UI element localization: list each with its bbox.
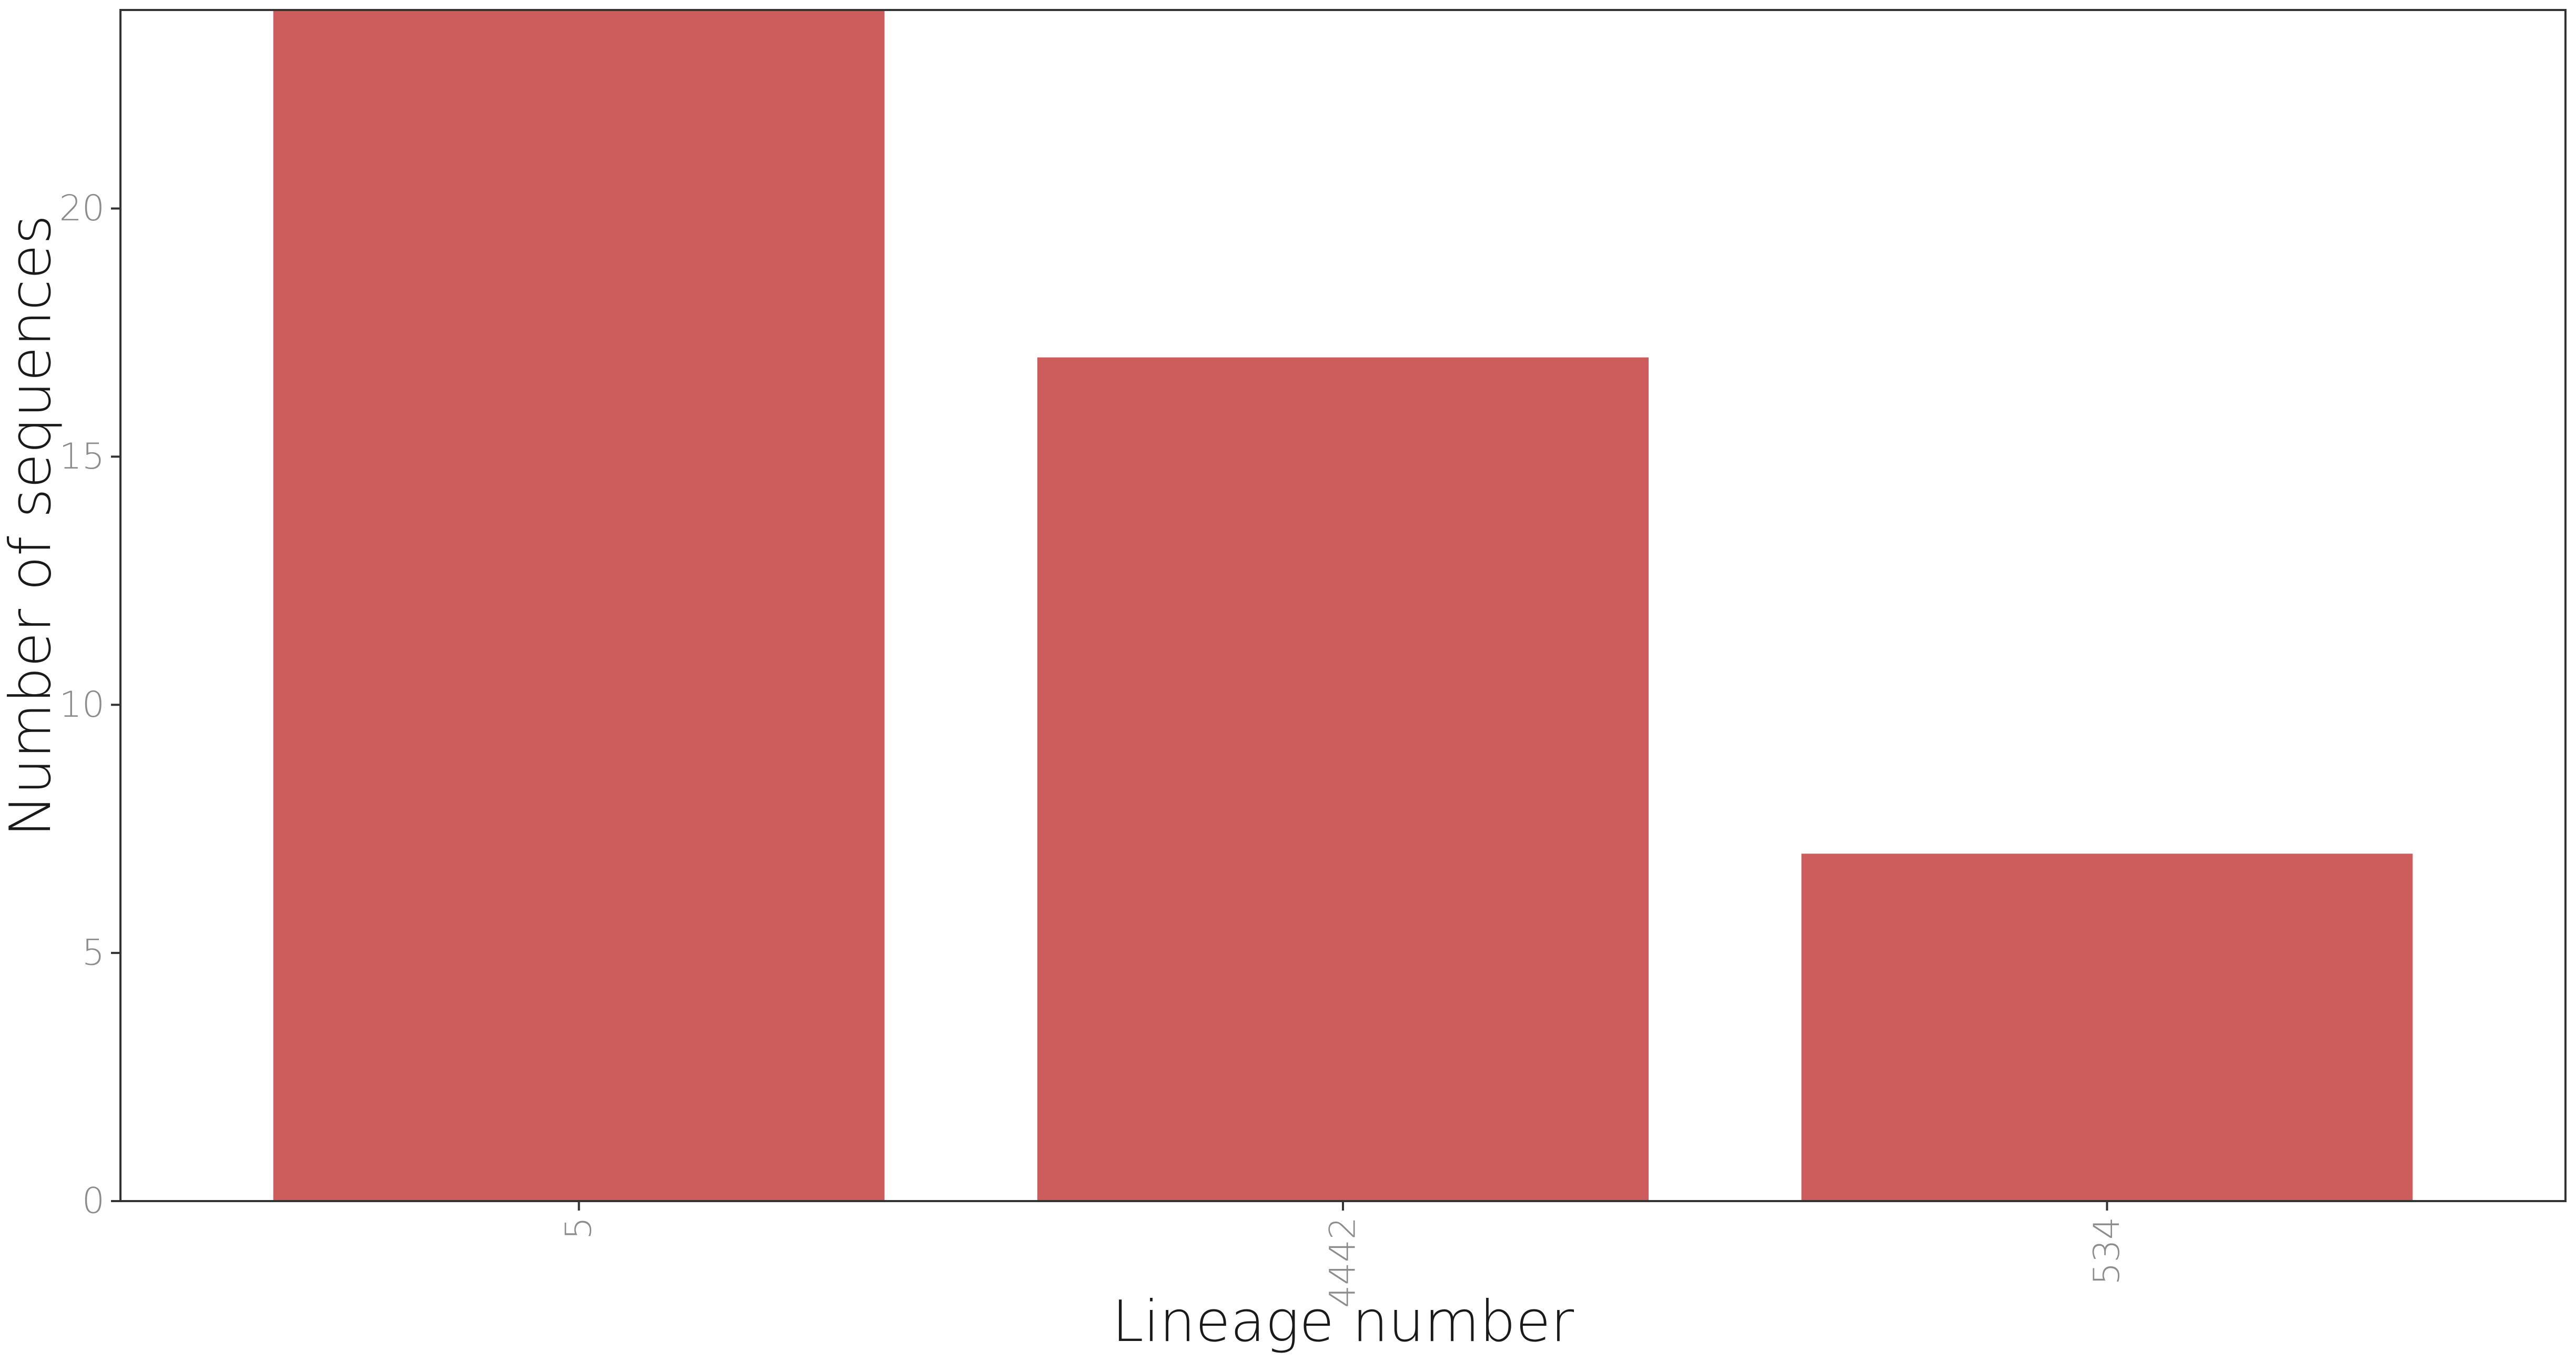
y-tick-label-20: 20 [59, 188, 105, 229]
x-tick-label-534: 534 [2086, 1217, 2128, 1285]
bar-4442 [1037, 357, 1649, 1201]
y-tick-label-10: 10 [59, 684, 105, 726]
x-axis: 5 4442 534 [558, 1201, 2128, 1308]
y-axis: 0 5 10 15 20 [59, 188, 120, 1222]
bar-5 [273, 10, 885, 1201]
y-axis-title: Number of sequences [0, 215, 64, 837]
bars-group [273, 10, 2413, 1201]
y-tick-label-5: 5 [82, 932, 105, 974]
y-tick-label-15: 15 [59, 436, 105, 477]
x-tick-label-4442: 4442 [1322, 1217, 1364, 1308]
bar-534 [1801, 853, 2413, 1201]
y-tick-label-0: 0 [82, 1181, 105, 1222]
x-tick-label-5: 5 [558, 1217, 600, 1239]
x-axis-title: Lineage number [1112, 1289, 1574, 1355]
